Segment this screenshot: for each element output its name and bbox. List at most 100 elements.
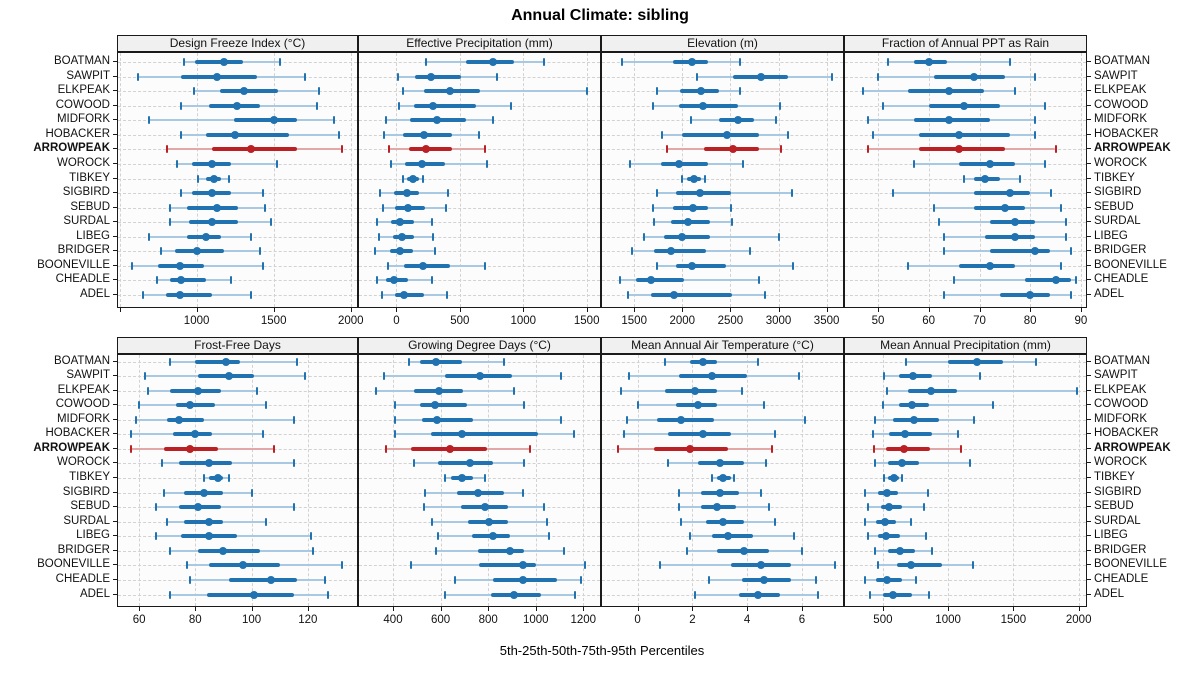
iqr-bar-hobacker [205, 132, 290, 137]
whisker-cap-lo-midfork [625, 415, 628, 424]
whisker-cap-hi-sawpit [495, 72, 498, 81]
site-tick-right [1087, 250, 1091, 252]
site-tick-right [1087, 61, 1091, 62]
whisker-cap-hi-surdal [773, 517, 776, 526]
strip-frost-free-days: Frost-Free Days [117, 337, 358, 354]
gridline-v [730, 53, 732, 307]
median-dot-boatman [220, 58, 229, 66]
site-label-right-boatman: BOATMAN [1094, 354, 1151, 367]
gridline-v [826, 53, 828, 307]
median-dot-hobacker [955, 130, 964, 139]
site-tick-left [113, 578, 117, 580]
whisker-cap-hi-elkpeak [740, 386, 743, 395]
gridline-h [845, 434, 1086, 436]
axis-tick [440, 607, 442, 611]
whisker-cap-lo-midfork [385, 116, 388, 125]
gridline-h [845, 478, 1086, 479]
site-label-right-sawpit: SAWPIT [1094, 69, 1138, 82]
site-label-left-boatman: BOATMAN [53, 55, 110, 67]
median-dot-arrowpeak [685, 444, 694, 453]
median-dot-tibkey [213, 474, 222, 482]
median-dot-sawpit [757, 72, 766, 81]
median-dot-tibkey [408, 174, 417, 183]
whisker-cap-hi-hobacker [787, 130, 790, 139]
whisker-cap-lo-elkpeak [656, 87, 659, 96]
site-tick-right [1087, 75, 1091, 77]
whisker-cap-lo-bridger [434, 546, 437, 555]
axis-tick [1080, 308, 1082, 312]
median-dot-sebud [194, 503, 203, 512]
axis-tick-label: 0 [393, 315, 400, 327]
axis-tick-label: 50 [871, 315, 885, 327]
axis-tick [195, 607, 197, 611]
median-dot-sebud [403, 203, 412, 212]
median-dot-cowood [693, 401, 702, 410]
whisker-cap-hi-cowood [778, 101, 781, 110]
site-label-right-sawpit: SAWPIT [1094, 369, 1138, 382]
panel-elevation-m [601, 52, 844, 308]
median-dot-sawpit [908, 372, 917, 381]
panel-design-freeze-index-c [117, 52, 358, 308]
median-dot-adel [669, 291, 678, 299]
whisker-cap-lo-surdal [376, 218, 379, 227]
axis-tick-label: 3500 [813, 315, 840, 327]
whisker-cap-hi-sawpit [1034, 72, 1037, 81]
site-tick-left [113, 375, 117, 377]
whisker-cap-hi-libeg [432, 232, 435, 241]
whisker-cap-lo-boatman [620, 58, 623, 66]
median-dot-boatman [924, 58, 933, 66]
whisker-cap-lo-cowood [651, 101, 654, 110]
whisker-cap-hi-booneville [261, 261, 264, 270]
whisker-cap-hi-boatman [757, 357, 760, 366]
whisker-cap-lo-arrowpeak [166, 145, 169, 154]
whisker-range-cheadle [954, 279, 1076, 282]
whisker-cap-hi-elkpeak [317, 87, 320, 96]
median-dot-cheadle [759, 575, 768, 584]
whisker-cap-lo-bridger [169, 546, 171, 555]
whisker-cap-lo-adel [694, 590, 697, 599]
whisker-cap-hi-surdal [264, 517, 267, 526]
whisker-cap-lo-midfork [874, 415, 876, 424]
iqr-bar-cowood [175, 403, 215, 408]
whisker-cap-hi-bridger [258, 247, 261, 256]
median-dot-adel [400, 291, 408, 299]
gridline-v [1080, 53, 1082, 307]
site-tick-right [1087, 578, 1091, 580]
whisker-cap-hi-tibkey [704, 174, 707, 183]
strip-effective-precipitation-mm: Effective Precipitation (mm) [358, 35, 601, 52]
whisker-cap-lo-arrowpeak [866, 145, 869, 154]
iqr-bar-surdal [184, 519, 224, 524]
axis-tick-label: 80 [188, 614, 202, 626]
site-tick-left [113, 433, 117, 435]
iqr-bar-libeg [664, 234, 711, 239]
gridline-h [359, 193, 600, 195]
median-dot-sebud [1000, 203, 1009, 212]
whisker-cap-hi-midfork [972, 415, 975, 424]
site-tick-left [113, 477, 117, 478]
whisker-cap-lo-sawpit [695, 72, 698, 81]
whisker-cap-hi-boatman [542, 58, 545, 66]
whisker-cap-hi-sawpit [304, 372, 306, 381]
axis-tick-label: 3000 [765, 315, 792, 327]
site-tick-left [113, 75, 117, 77]
gridline-v [1013, 355, 1015, 606]
site-tick-left [113, 133, 117, 135]
iqr-bar-cowood [414, 103, 477, 108]
site-label-right-elkpeak: ELKPEAK [1094, 84, 1147, 97]
axis-tick [586, 308, 588, 312]
median-dot-elkpeak [435, 386, 444, 395]
whisker-cap-lo-cowood [394, 401, 397, 410]
site-tick-right [1087, 433, 1091, 435]
site-label-left-libeg: LIBEG [76, 229, 110, 242]
whisker-cap-lo-arrowpeak [129, 444, 132, 453]
whisker-cap-lo-boatman [887, 58, 890, 66]
median-dot-worock [898, 459, 907, 468]
whisker-cap-lo-worock [175, 159, 178, 168]
site-label-right-arrowpeak: ARROWPEAK [1094, 142, 1171, 155]
gridline-h [359, 236, 600, 238]
site-tick-right [1087, 235, 1091, 237]
gridline-h [359, 280, 600, 282]
whisker-cap-lo-libeg [377, 232, 380, 241]
site-tick-left [113, 418, 117, 420]
whisker-cap-lo-booneville [658, 561, 661, 570]
